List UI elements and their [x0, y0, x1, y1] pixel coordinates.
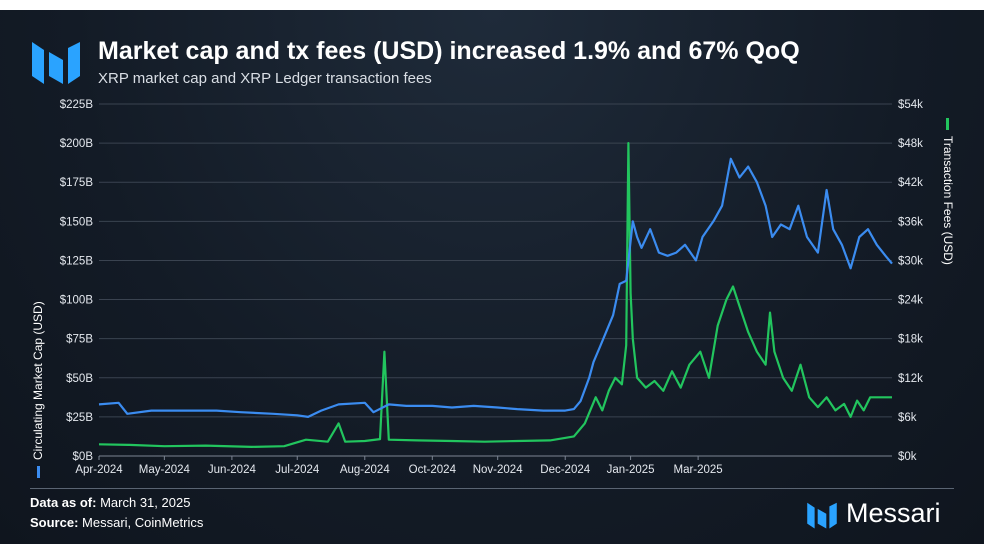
- grid-lines: [99, 103, 892, 457]
- right-axis-title-text: Transaction Fees (USD): [941, 136, 955, 265]
- left-tick-label: $200B: [60, 138, 94, 150]
- transaction-fees-line: [98, 142, 892, 448]
- x-tick-label: May-2024: [139, 464, 191, 476]
- right-tick-label: $48k: [898, 138, 923, 150]
- x-tick-label: Mar-2025: [673, 464, 722, 476]
- left-tick-label: $50B: [66, 373, 93, 385]
- left-axis-ticks: $0B $25B $50B $75B $100B $125B $150B $175B $200B…: [60, 99, 94, 463]
- series-lines: [98, 142, 893, 448]
- right-axis-title: Transaction Fees (USD): [941, 118, 955, 265]
- left-axis-legend-swatch: [37, 466, 40, 478]
- left-tick-label: $25B: [66, 412, 93, 424]
- chart-subtitle: XRP market cap and XRP Ledger transactio…: [98, 70, 432, 87]
- right-tick-label: $24k: [898, 295, 923, 307]
- brand-mark: Messari: [806, 496, 966, 532]
- right-tick-label: $12k: [898, 373, 923, 385]
- x-tick-label: Apr-2024: [75, 464, 123, 476]
- chart-title: Market cap and tx fees (USD) increased 1…: [98, 37, 800, 65]
- right-tick-label: $6k: [898, 412, 917, 424]
- right-tick-label: $42k: [898, 177, 923, 189]
- right-tick-label: $36k: [898, 216, 923, 228]
- source-value: Messari, CoinMetrics: [82, 515, 204, 530]
- data-as-of-value: March 31, 2025: [100, 495, 191, 510]
- x-tick-label: Oct-2024: [409, 464, 457, 476]
- axis-titles: Circulating Market Cap (USD) Transaction …: [31, 118, 955, 478]
- right-tick-label: $30k: [898, 255, 923, 267]
- line-chart: $0B $25B $50B $75B $100B $125B $150B $175B $200B…: [31, 99, 955, 478]
- chart-card: Market cap and tx fees (USD) increased 1…: [0, 10, 984, 544]
- data-as-of: Data as of: March 31, 2025: [30, 495, 190, 510]
- left-tick-label: $225B: [60, 99, 94, 111]
- messari-logo-icon: [32, 42, 80, 84]
- left-axis-title-text: Circulating Market Cap (USD): [31, 301, 45, 460]
- market-cap-line: [98, 157, 893, 418]
- x-tick-label: Dec-2024: [540, 464, 590, 476]
- right-tick-label: $54k: [898, 99, 923, 111]
- data-as-of-label: Data as of:: [30, 495, 97, 510]
- left-tick-label: $125B: [60, 255, 94, 267]
- left-tick-label: $75B: [66, 334, 93, 346]
- right-axis-legend-swatch: [946, 118, 949, 130]
- x-tick-label: Jul-2024: [275, 464, 320, 476]
- left-tick-label: $175B: [60, 177, 94, 189]
- brand-name: Messari: [846, 498, 941, 528]
- source-label: Source:: [30, 515, 79, 530]
- x-tick-label: Nov-2024: [473, 464, 523, 476]
- x-tick-label: Jun-2024: [208, 464, 257, 476]
- right-axis-ticks: $0k $6k $12k $18k $24k $30k $36k $42k $48k $54k: [898, 99, 923, 463]
- x-tick-label: Jan-2025: [607, 464, 655, 476]
- left-tick-label: $100B: [60, 295, 94, 307]
- footer-divider: [30, 488, 954, 489]
- source: Source: Messari, CoinMetrics: [30, 515, 203, 530]
- x-tick-label: Aug-2024: [340, 464, 390, 476]
- left-axis-title: Circulating Market Cap (USD): [31, 301, 45, 478]
- messari-brand-icon: [807, 502, 837, 529]
- right-tick-label: $18k: [898, 334, 923, 346]
- x-axis-ticks: Apr-2024 May-2024 Jun-2024 Jul-2024 Aug-2024…: [75, 456, 723, 476]
- right-tick-label: $0k: [898, 451, 917, 463]
- left-tick-label: $150B: [60, 216, 94, 228]
- left-tick-label: $0B: [73, 451, 94, 463]
